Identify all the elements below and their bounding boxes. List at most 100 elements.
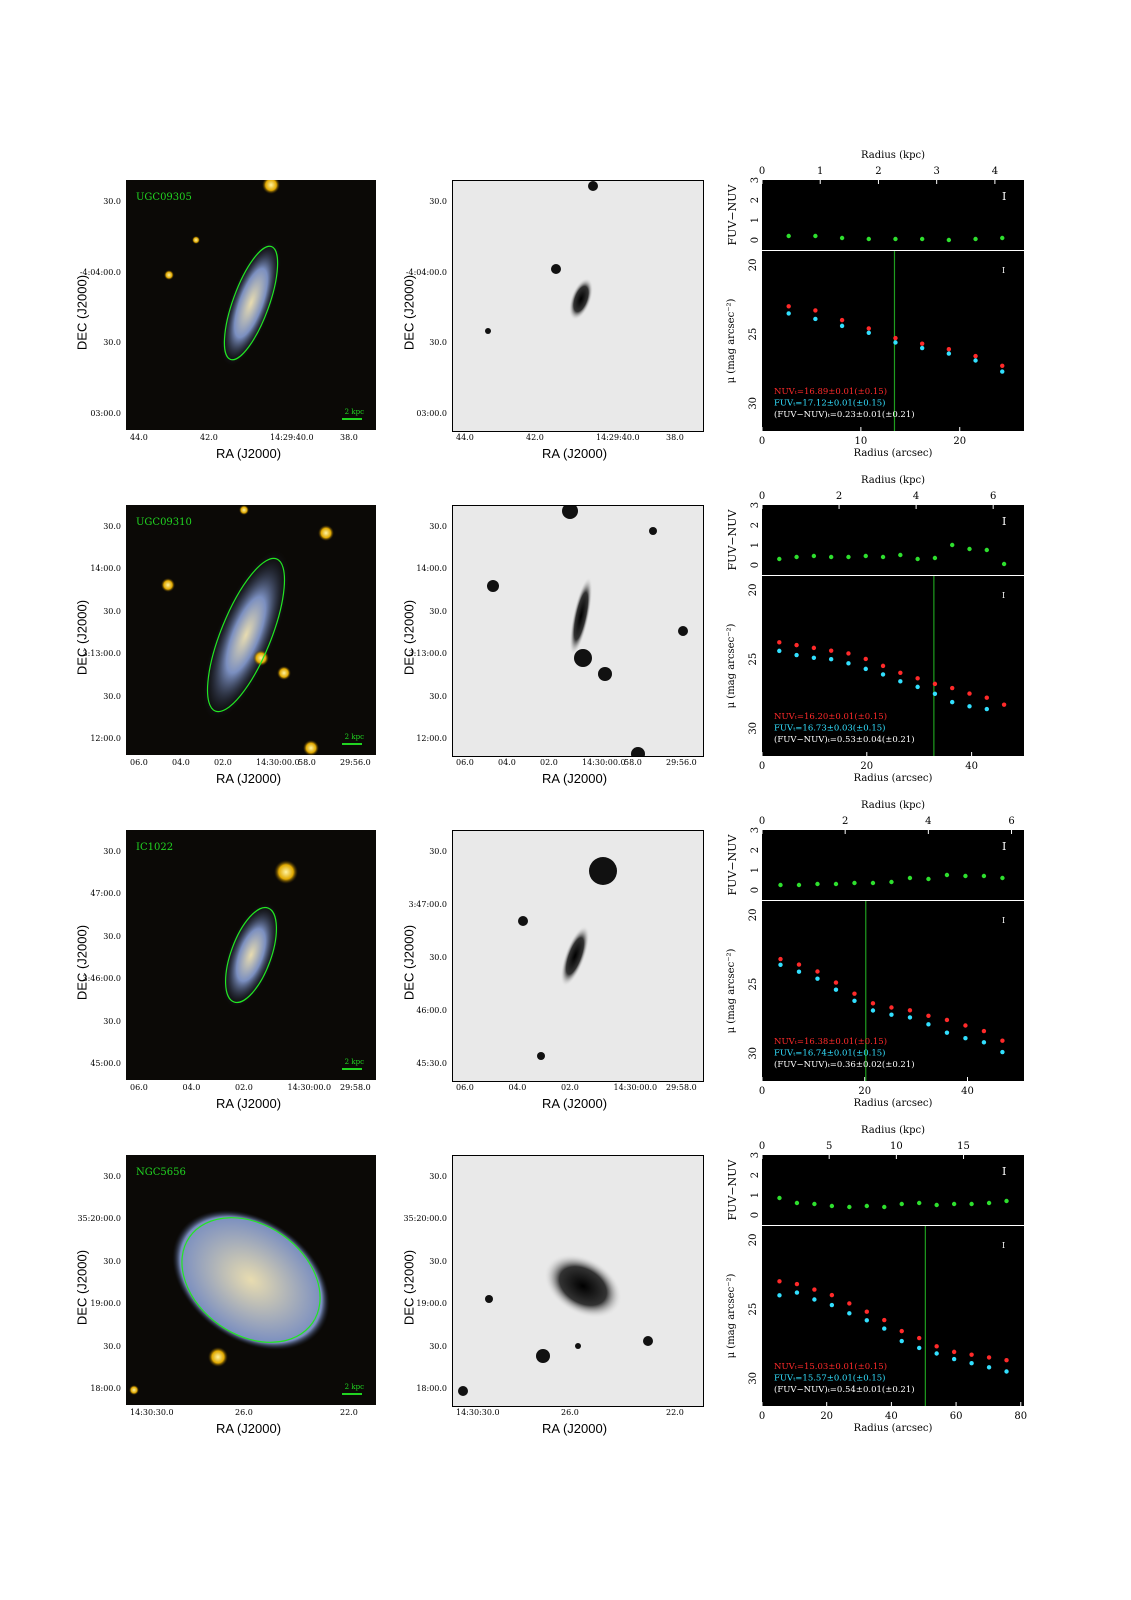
bottom-tick-label: 20 [860,761,873,772]
nuv-point [898,670,903,676]
color-point [833,881,839,887]
dec-tick-label: 12:00.0 [90,734,121,743]
top-tick-label: 6 [1008,816,1014,827]
color-point [934,1202,939,1208]
fuv-point [946,351,952,356]
ra-tick-label: 06.0 [130,1083,148,1092]
top-tick-label: 10 [890,1141,903,1152]
uv-image-art [518,857,617,1060]
nuv-point [828,648,834,653]
nuv-point [870,1001,876,1006]
fuv-point [915,684,920,690]
bottom-axis-title: Radius (arcsec) [854,773,933,784]
bottom-tick-label: 0 [759,1086,765,1097]
nuv-point [815,969,820,974]
nuv-point [796,962,802,967]
nuv-point [919,341,925,346]
galaxy-name: UGC09305 [136,192,192,203]
dec-tick-label: 46:00.0 [416,1006,447,1015]
color-composite-image: UGC09305 2 kpc [126,180,376,430]
ra-tick-label: 02.0 [235,1083,253,1092]
ra-tick-row: 14:30:30.0 26.0 22.0 [452,1407,702,1419]
ra-tick-label: 14:30:00.0 [256,758,300,767]
nuv-point [863,656,868,662]
color-ytick-label: 3 [750,827,761,833]
color-point [777,1195,782,1201]
fuv-point [847,1311,852,1316]
profile-legend-entry: NUVₜ=16.38±0.01(±0.15) [774,1036,887,1047]
dec-tick-label: 45:00.0 [90,1059,121,1068]
top-tick-label: 0 [759,1141,765,1152]
dec-tick-label: 03:00.0 [90,409,121,418]
sb-ylabel: μ (mag arcsec⁻²) [726,1274,737,1359]
dec-tick-label: 18:00.0 [416,1384,447,1393]
color-point [811,553,817,559]
fuv-point [794,652,799,658]
top-tick-label: 2 [875,166,881,177]
nuv-point [932,681,938,687]
color-ylabel: FUV−NUV [726,183,739,245]
scale-bar [342,418,362,420]
top-tick-label: 0 [759,816,765,827]
ra-tick-row: 06.0 04.0 02.0 14:30:00.0 29:58.0 [126,1082,376,1094]
dec-tick-label: 30.0 [429,1172,447,1181]
fuv-point [811,655,817,661]
color-ytick-label: 0 [750,562,761,568]
sb-ytick-label: 30 [748,1047,759,1060]
fuv-point [899,1338,904,1344]
color-point [852,880,857,886]
dec-tick-label: 30.0 [103,197,121,206]
bottom-tick-label: 40 [961,1086,974,1097]
bottom-tick-label: 20 [858,1086,871,1097]
nuv-point [1004,1357,1009,1363]
fuv-point [777,648,782,654]
fuv-point [1000,1049,1005,1055]
nuv-point [926,1013,931,1019]
top-axis-title: Radius (kpc) [861,475,925,486]
nuv-point [963,1023,968,1028]
sb-ylabel: μ (mag arcsec⁻²) [726,624,737,709]
fuv-point [778,962,783,968]
color-point [973,236,978,242]
fuv-point [866,330,871,336]
nuv-point [778,956,783,962]
ra-tick-label: 58.0 [298,758,316,767]
top-axis-title: Radius (kpc) [861,800,925,811]
nuv-point [969,1352,974,1357]
fuv-point [815,976,820,981]
nuv-point [950,685,955,691]
dec-tick-label: 30.0 [429,1256,447,1266]
color-ylabel: FUV−NUV [726,508,739,570]
color-point [946,237,952,243]
dec-tick-label: 30.0 [103,691,121,701]
profile-legend-entry: FUVₜ=17.12±0.01(±0.15) [774,398,885,409]
dec-tick-label: 3:47:00.0 [408,900,447,909]
fuv-point [829,1302,835,1308]
color-point [839,235,845,241]
color-point [786,233,791,239]
nuv-point [893,335,898,341]
color-ytick-label: 0 [750,887,761,893]
nuv-point [833,980,839,985]
color-point [778,882,783,888]
scale-label: 2 kpc [344,733,364,741]
ra-tick-label: 14:29:40.0 [270,433,314,442]
fuv-point [926,1022,931,1027]
uv-image [452,830,704,1082]
ra-tick-row: 44.0 42.0 14:29:40.0 38.0 [126,432,376,444]
dec-tick-column: 30.0 14:00.0 30.0 3:13:00.0 30.0 12:00.0 [80,505,125,757]
color-point [777,556,782,562]
bottom-tick-label: 10 [855,436,868,447]
uv-image [452,505,704,757]
nuv-point [1001,702,1007,707]
sb-panel-bg [762,576,1024,756]
fuv-point [796,969,802,974]
scale-bar [342,1068,362,1070]
dec-tick-label: 30.0 [429,606,447,616]
dec-tick-label: 3:13:00.0 [82,649,121,659]
color-ylabel: FUV−NUV [726,1158,739,1220]
color-point [963,873,968,879]
nuv-point [967,691,972,696]
nuv-point [882,1317,887,1323]
sb-ytick-label: 25 [748,328,759,341]
